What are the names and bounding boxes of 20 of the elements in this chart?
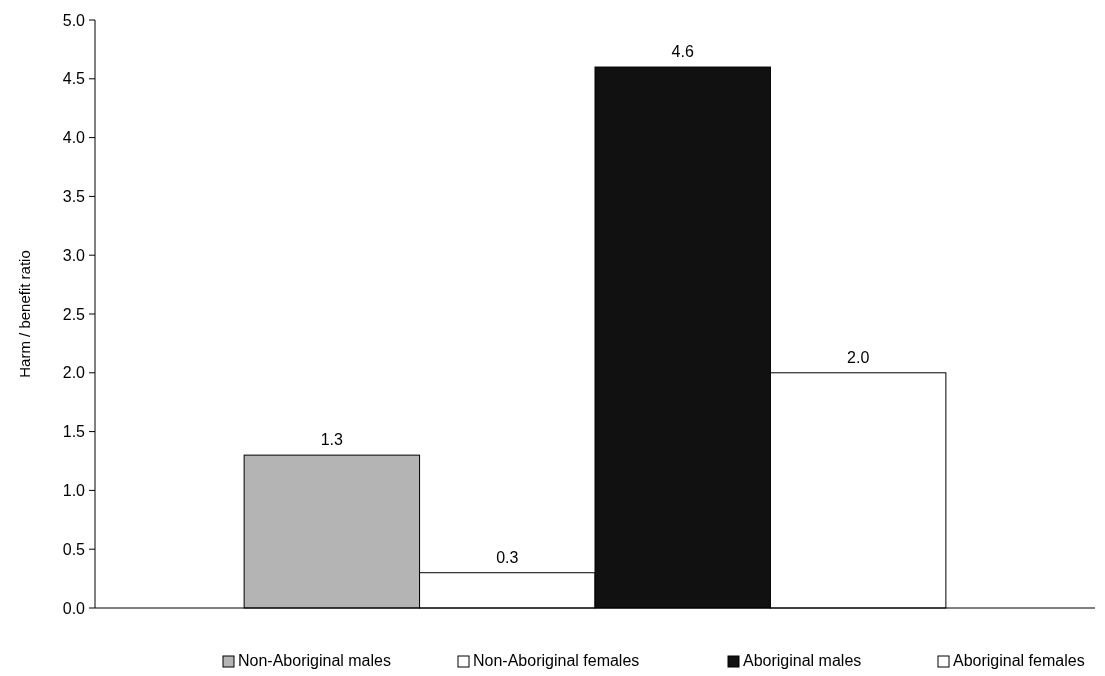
data-label: 1.3: [320, 431, 344, 449]
y-tick-label: 0.5: [62, 540, 86, 558]
legend-label: Non-Aboriginal males: [238, 652, 391, 669]
y-tick-label: 4.0: [62, 129, 86, 147]
data-label: 4.6: [671, 43, 694, 61]
y-tick-label: 1.0: [62, 482, 86, 499]
y-tick-label: 2.0: [62, 364, 86, 382]
y-tick-label: 3.5: [62, 188, 86, 205]
legend-label: Aboriginal females: [953, 652, 1085, 669]
y-tick-label: 0.0: [62, 599, 86, 617]
y-tick-label: 5.0: [62, 11, 86, 29]
legend-label: Non-Aboriginal females: [473, 652, 640, 669]
y-tick-label: 3.0: [62, 246, 86, 264]
legend-label: Aboriginal males: [743, 652, 862, 669]
y-tick-label: 1.5: [62, 423, 86, 441]
data-label: 0.3: [496, 548, 519, 566]
y-tick-label: 2.5: [62, 305, 86, 323]
y-axis-title: Harm / benefit ratio: [16, 250, 33, 378]
y-tick-label: 4.5: [62, 70, 86, 88]
data-label: 2.0: [847, 348, 870, 366]
